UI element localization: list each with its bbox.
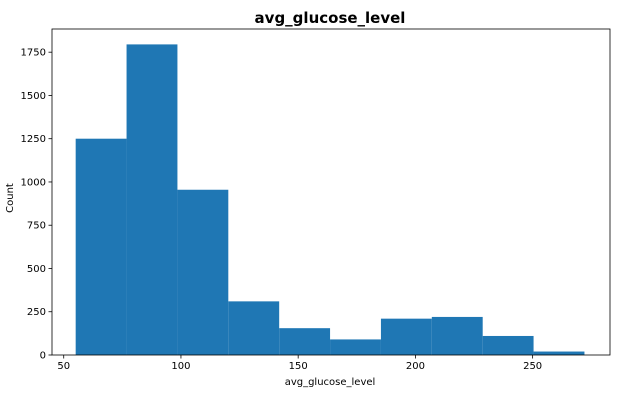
histogram-bar [126,44,178,356]
x-tick-label: 150 [289,361,308,372]
y-tick-label: 750 [27,221,46,232]
histogram-bar [380,318,432,355]
histogram-bar [279,328,331,355]
x-tick-label: 200 [406,361,425,372]
histogram-bar [177,189,229,355]
y-tick-label: 1250 [21,134,46,145]
histogram-bar [228,301,280,355]
y-axis-ticks: 0 250 500 750 1000 1250 1500 1750 [21,48,52,362]
plot-frame [51,28,611,356]
y-tick-label: 1500 [21,91,46,102]
chart-title: avg_glucose_level [255,9,406,27]
histogram-bar [75,138,127,355]
y-axis-label: Count [5,183,16,213]
y-tick-label: 1750 [21,48,46,59]
x-axis-label: avg_glucose_level [285,377,376,388]
y-tick-label: 250 [27,307,46,318]
x-axis-ticks: 50 100 150 200 250 [57,355,542,372]
bars-group [75,44,585,356]
x-tick-label: 50 [57,361,70,372]
histogram-bar [431,316,483,355]
y-tick-label: 0 [40,351,46,362]
histogram-bar [533,351,585,355]
x-tick-label: 100 [171,361,190,372]
y-tick-label: 1000 [21,177,46,188]
x-tick-label: 250 [523,361,542,372]
y-tick-label: 500 [27,264,46,275]
histogram-bar [482,335,534,355]
histogram-bar [330,339,381,355]
